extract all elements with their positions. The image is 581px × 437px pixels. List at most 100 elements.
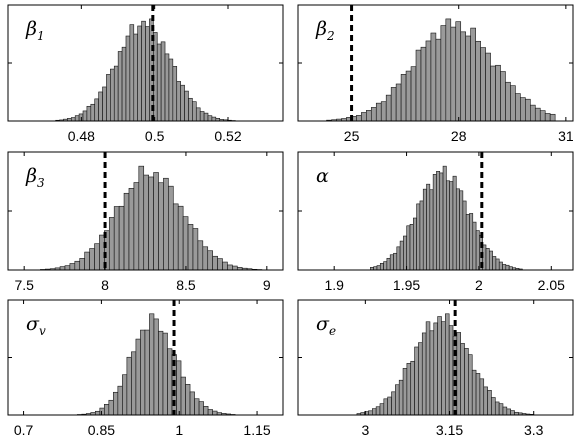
x-tick-label: 8 <box>101 277 109 293</box>
x-tick-label: 28 <box>451 128 467 144</box>
x-tick-label: 1 <box>175 422 183 437</box>
parameter-subscript: v <box>39 324 46 338</box>
histogram-bar <box>207 115 213 122</box>
histogram-bar <box>189 391 195 416</box>
histogram-bar <box>452 175 457 271</box>
x-tick-label: 7.5 <box>14 277 34 293</box>
histogram-bar <box>455 21 462 122</box>
histogram-bar <box>403 235 408 271</box>
histogram-bar <box>203 112 209 122</box>
histogram-bar <box>433 322 438 416</box>
parameter-symbol: σ <box>316 313 330 335</box>
histogram-bar <box>410 360 415 416</box>
histogram-bar <box>385 94 392 122</box>
histogram-panel-5: 0.7 0.85 1 1.15 σv <box>7 299 284 437</box>
histogram-bar <box>162 332 168 416</box>
histogram-bar <box>465 214 470 271</box>
histogram-bar <box>106 74 111 122</box>
histogram-bar <box>391 391 396 416</box>
histogram-bar <box>356 115 362 122</box>
x-tick-label: 31 <box>558 128 574 144</box>
histogram-bar <box>144 329 150 416</box>
histogram-bar <box>418 342 423 416</box>
histogram-bar <box>439 172 444 271</box>
histogram-bar <box>163 177 169 271</box>
x-tick-label: 2 <box>475 277 483 293</box>
histogram-bar <box>194 398 200 416</box>
histogram-bar <box>74 260 81 271</box>
histogram-bar <box>406 225 411 271</box>
histogram-bar <box>386 257 391 271</box>
histogram-bar <box>445 18 452 122</box>
histogram-bar <box>437 316 442 416</box>
histogram-bar <box>544 113 551 122</box>
histogram-bar <box>450 26 457 122</box>
histogram-bar <box>207 409 213 416</box>
histogram-bar <box>469 213 474 271</box>
histogram-bar <box>406 363 412 416</box>
histogram-bar <box>435 38 442 122</box>
histogram-bar <box>90 103 96 122</box>
histogram-bar <box>172 203 179 271</box>
histogram-bar <box>425 40 432 122</box>
histogram-bar <box>430 32 437 122</box>
parameter-symbol: σ <box>26 313 40 335</box>
histogram-bar <box>368 410 373 416</box>
histogram-bar <box>480 47 486 122</box>
histogram-bar <box>113 391 119 416</box>
histogram-bar <box>410 66 417 122</box>
x-tick-label: 0.52 <box>214 128 241 144</box>
histogram-bar <box>172 66 178 122</box>
histogram-bar <box>492 256 497 271</box>
histogram-bar <box>137 25 142 122</box>
histogram-bar <box>448 325 454 416</box>
histogram-bar <box>441 321 446 416</box>
histogram-bar <box>425 321 431 416</box>
histogram-bar <box>440 25 447 122</box>
histogram-panel-3: 7.5 8 8.5 9 β3 <box>7 151 284 293</box>
histogram-bar <box>495 64 501 122</box>
histogram-bar <box>379 263 384 271</box>
x-tick-label: 1.15 <box>243 422 270 437</box>
histogram-bar <box>393 252 398 271</box>
histogram-bar <box>506 408 511 416</box>
histogram-bar <box>133 182 140 271</box>
histogram-bar <box>380 101 387 122</box>
histogram-bar <box>413 217 417 271</box>
histogram-bar <box>122 374 128 416</box>
histogram-bar <box>500 71 506 122</box>
histogram-bar <box>459 190 464 271</box>
histogram-bar <box>108 399 114 416</box>
histogram-bar <box>462 200 467 271</box>
histogram-bar <box>140 329 146 416</box>
histogram-bar <box>207 250 213 271</box>
histogram-bar <box>227 264 233 271</box>
histogram-bar <box>126 356 132 416</box>
histogram-bar <box>395 83 402 122</box>
histogram-bar <box>460 343 465 416</box>
histogram-bar <box>123 192 130 271</box>
histogram-bar <box>510 85 516 122</box>
histogram-bar <box>387 396 392 416</box>
parameter-subscript: 1 <box>37 29 45 43</box>
x-tick-label: 0.85 <box>88 422 115 437</box>
histogram-bar <box>167 348 173 416</box>
x-tick-label: 9 <box>263 277 271 293</box>
parameter-symbol: β <box>315 18 327 40</box>
histogram-bar <box>158 182 164 271</box>
histogram-bar <box>505 81 511 122</box>
x-tick-label: 0.7 <box>14 422 34 437</box>
histogram-bar <box>502 406 508 416</box>
histogram-bar <box>59 266 66 271</box>
histogram-bar <box>199 111 205 122</box>
histogram-bar <box>420 46 427 122</box>
histogram-bar <box>436 171 441 271</box>
histogram-bar <box>510 410 515 416</box>
histogram-bar <box>203 406 209 416</box>
histogram-bar <box>371 408 377 416</box>
histogram-bar <box>94 98 99 122</box>
histogram-bar <box>187 224 194 271</box>
histogram-bar <box>94 243 100 271</box>
histogram-bar <box>375 102 382 122</box>
